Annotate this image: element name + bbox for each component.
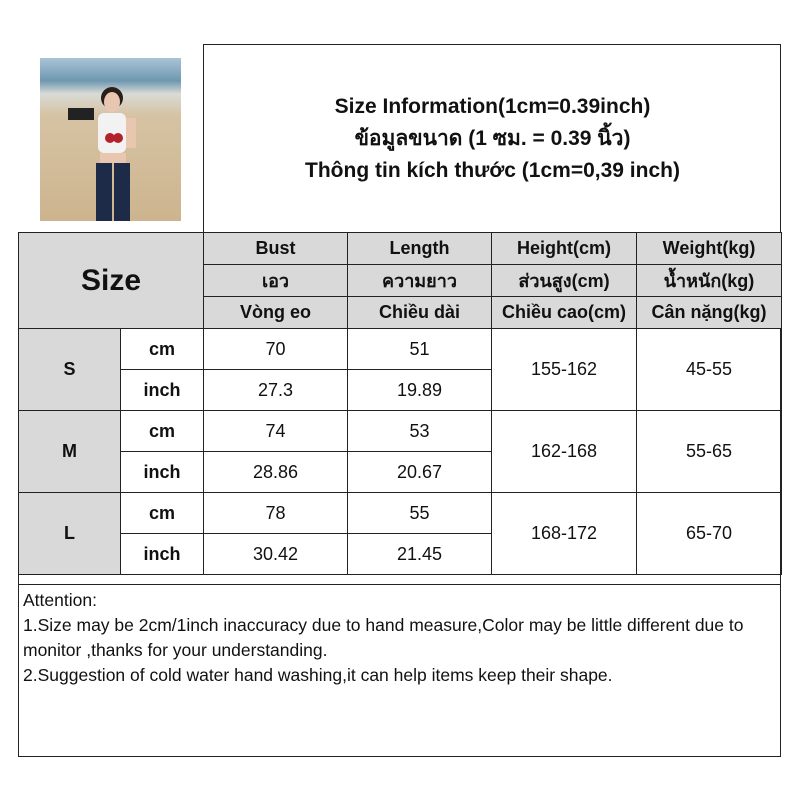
bust-cm: 74 [203, 410, 348, 452]
product-photo-cell [18, 44, 204, 233]
length-inch: 21.45 [347, 533, 492, 575]
attention-box: Attention: 1.Size may be 2cm/1inch inacc… [18, 584, 781, 757]
header-height-th: ส่วนสูง(cm) [491, 264, 637, 297]
height-cell: 155-162 [491, 328, 637, 411]
bust-inch: 30.42 [203, 533, 348, 575]
weight-cell: 65-70 [636, 492, 782, 575]
unit-cm: cm [120, 492, 204, 534]
length-cm: 55 [347, 492, 492, 534]
height-cell: 162-168 [491, 410, 637, 493]
header-bust: Bust [203, 232, 348, 265]
size-table: Size Bust Length Height(cm) Weight(kg) เ… [18, 232, 782, 575]
size-info-title: Size Information(1cm=0.39inch) ข้อมูลขนา… [204, 44, 781, 233]
table-row: S cm 70 51 155-162 45-55 [18, 328, 782, 411]
bust-cm: 78 [203, 492, 348, 534]
attention-note: 2.Suggestion of cold water hand washing,… [23, 665, 613, 685]
header-bust-vi: Vòng eo [203, 296, 348, 329]
header-row-vi: Vòng eo Chiều dài Chiều cao(cm) Cân nặng… [19, 296, 782, 329]
size-header: Size [18, 232, 204, 329]
header-bust-th: เอว [203, 264, 348, 297]
length-cm: 51 [347, 328, 492, 370]
unit-cm: cm [120, 410, 204, 452]
header-weight-th: น้ำหนัก(kg) [636, 264, 782, 297]
bust-cm: 70 [203, 328, 348, 370]
header-length-vi: Chiều dài [347, 296, 492, 329]
table-row: inch 30.42 21.45 [19, 533, 782, 575]
bust-inch: 28.86 [203, 451, 348, 493]
length-inch: 20.67 [347, 451, 492, 493]
unit-cm: cm [120, 328, 204, 370]
header-weight: Weight(kg) [636, 232, 782, 265]
header-length: Length [347, 232, 492, 265]
length-inch: 19.89 [347, 369, 492, 411]
title-vietnamese: Thông tin kích thước (1cm=0,39 inch) [305, 158, 680, 182]
table-row: M cm 74 53 162-168 55-65 [18, 410, 782, 493]
length-cm: 53 [347, 410, 492, 452]
title-english: Size Information(1cm=0.39inch) [334, 94, 651, 118]
header-height: Height(cm) [491, 232, 637, 265]
unit-inch: inch [120, 451, 204, 493]
header-height-vi: Chiều cao(cm) [491, 296, 637, 329]
product-photo [40, 58, 181, 221]
table-row: inch 28.86 20.67 [19, 451, 782, 493]
attention-note: 1.Size may be 2cm/1inch inaccuracy due t… [23, 615, 744, 660]
header-row-en: Size Bust Length Height(cm) Weight(kg) [18, 232, 782, 329]
height-cell: 168-172 [491, 492, 637, 575]
title-thai: ข้อมูลขนาด (1 ซม. = 0.39 นิ้ว) [354, 126, 631, 150]
unit-inch: inch [120, 369, 204, 411]
bust-inch: 27.3 [203, 369, 348, 411]
header-row-th: เอว ความยาว ส่วนสูง(cm) น้ำหนัก(kg) [19, 264, 782, 297]
size-cell: L [18, 492, 121, 575]
unit-inch: inch [120, 533, 204, 575]
weight-cell: 55-65 [636, 410, 782, 493]
header-length-th: ความยาว [347, 264, 492, 297]
header-weight-vi: Cân nặng(kg) [636, 296, 782, 329]
attention-heading: Attention: [23, 590, 97, 610]
size-cell: M [18, 410, 121, 493]
weight-cell: 45-55 [636, 328, 782, 411]
table-row: L cm 78 55 168-172 65-70 [18, 492, 782, 575]
size-cell: S [18, 328, 121, 411]
